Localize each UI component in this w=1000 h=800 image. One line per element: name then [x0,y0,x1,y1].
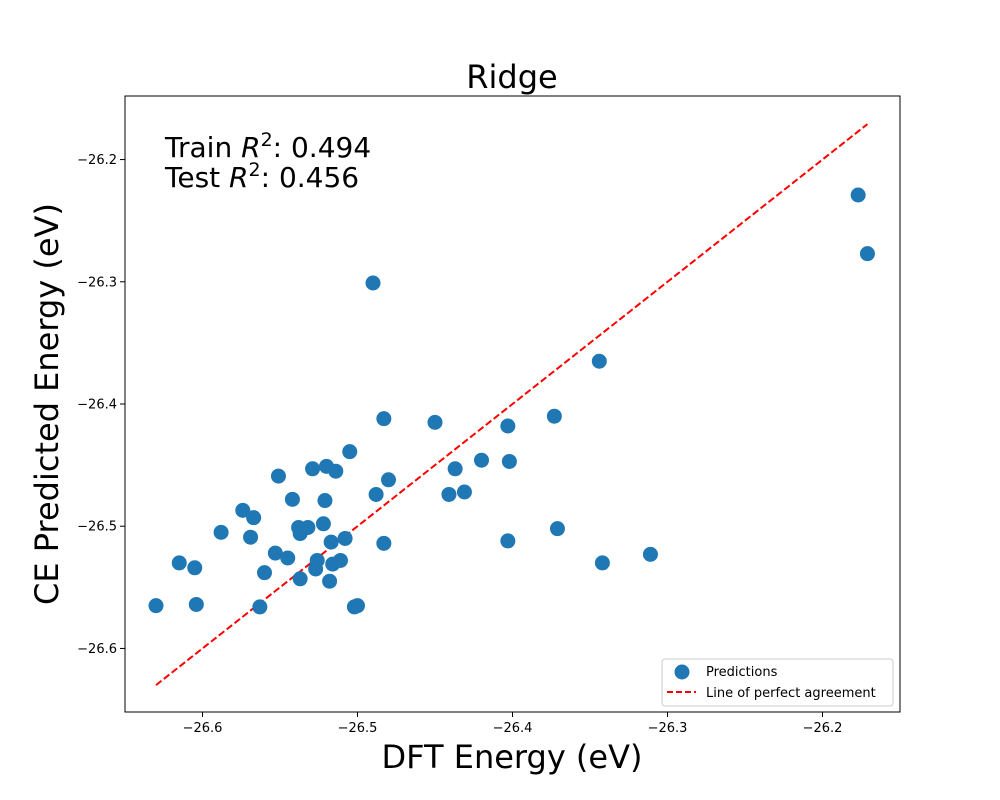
prediction-point [642,546,658,562]
legend: Predictions Line of perfect agreement [661,658,894,707]
prediction-point [171,555,187,571]
x-tick-label: −26.2 [803,721,843,736]
prediction-point [549,521,565,537]
prediction-point [309,552,325,568]
legend-label-predictions: Predictions [706,665,778,680]
prediction-point [322,573,338,589]
prediction-point [474,452,489,468]
prediction-point [500,418,516,434]
prediction-point [323,534,339,550]
prediction-point [270,468,286,484]
prediction-point [284,491,300,507]
test-r2-annotation: Test R2: 0.456 [164,159,359,194]
prediction-point [188,596,204,612]
y-axis: −26.6 −26.5 −26.4 −26.3 −26.2 [77,153,125,657]
prediction-point [252,599,268,615]
prediction-point [328,463,344,479]
prediction-point [546,408,562,424]
legend-marker-predictions [674,664,690,680]
y-axis-label: CE Predicted Energy (eV) [28,203,66,605]
prediction-point [368,486,384,502]
prediction-point [280,550,296,566]
x-tick-label: −26.4 [493,721,533,736]
prediction-point [246,510,262,526]
prediction-point [456,484,472,500]
prediction-point [850,187,866,203]
prediction-point [500,533,516,549]
prediction-points-layer [148,187,875,615]
prediction-point [267,545,283,561]
prediction-point [441,486,457,502]
chart-title: Ridge [466,58,557,96]
prediction-point [427,414,443,430]
prediction-point [300,519,316,535]
x-tick-label: −26.5 [338,721,378,736]
prediction-point [376,411,392,427]
legend-box [661,658,894,707]
prediction-point [243,529,259,545]
prediction-point [337,530,353,546]
prediction-point [859,246,875,262]
y-tick-label: −26.2 [77,153,117,168]
prediction-point [591,353,607,369]
prediction-point [257,565,272,581]
x-axis-label: DFT Energy (eV) [382,738,643,776]
y-tick-label: −26.4 [77,398,117,413]
prediction-point [376,535,392,551]
prediction-point [213,524,229,540]
prediction-point [447,461,463,477]
prediction-point [305,461,321,477]
prediction-point [381,472,396,488]
prediction-point [365,275,381,291]
prediction-point [342,444,358,460]
prediction-point [315,516,331,532]
prediction-point [317,493,333,509]
y-tick-label: −26.3 [77,275,117,290]
prediction-point [292,571,308,587]
prediction-point [187,560,203,576]
y-tick-label: −26.5 [77,520,117,535]
prediction-point [350,598,365,614]
prediction-point [332,552,348,568]
prediction-point [148,598,164,614]
prediction-point [501,453,517,469]
y-tick-label: −26.6 [77,642,117,657]
prediction-point [594,555,610,571]
legend-label-perfect-agreement: Line of perfect agreement [706,686,876,701]
x-axis: −26.6 −26.5 −26.4 −26.3 −26.2 [183,712,843,736]
x-tick-label: −26.3 [648,721,688,736]
prediction-point [235,502,251,518]
perfect-agreement-line [155,123,869,686]
x-tick-label: −26.6 [183,721,223,736]
perfect-agreement-line-layer [155,123,869,686]
train-r2-annotation: Train R2: 0.494 [164,129,371,164]
